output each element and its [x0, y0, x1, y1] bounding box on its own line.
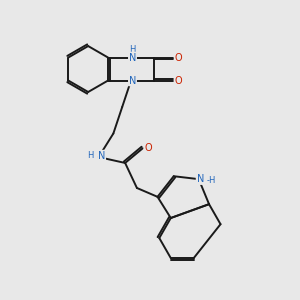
- Text: -H: -H: [206, 176, 216, 184]
- Text: N: N: [129, 76, 136, 85]
- Text: H: H: [129, 45, 136, 54]
- Text: O: O: [144, 143, 152, 153]
- Text: H: H: [87, 151, 94, 160]
- Text: N: N: [98, 151, 105, 160]
- Text: O: O: [175, 76, 182, 85]
- Text: N: N: [129, 52, 136, 62]
- Text: N: N: [196, 174, 204, 184]
- Text: O: O: [175, 52, 182, 62]
